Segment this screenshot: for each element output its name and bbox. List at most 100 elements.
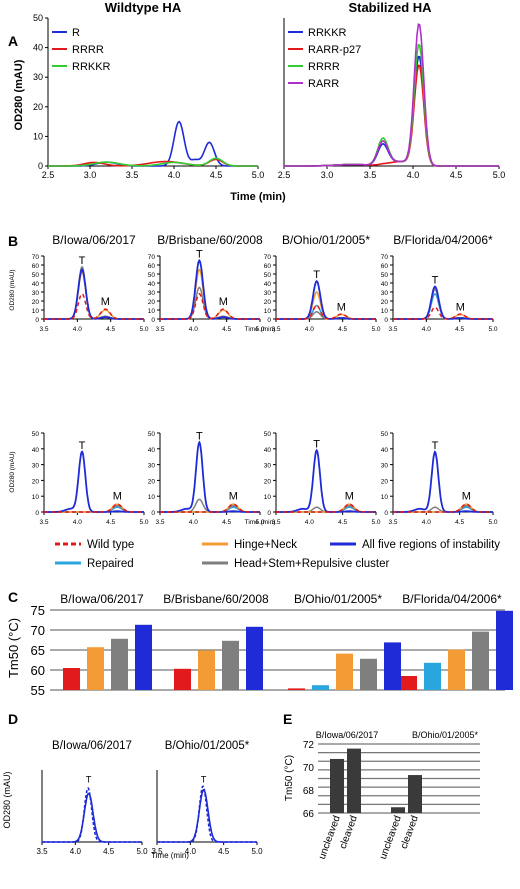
bar — [174, 668, 191, 690]
x-tick-label: 5.0 — [255, 519, 264, 526]
y-tick-label: 10 — [32, 494, 40, 501]
series-line-R — [48, 120, 258, 167]
series-line-dashed — [157, 785, 257, 843]
x-tick-label: 3.5 — [388, 519, 397, 526]
x-tick-label: 5.0 — [252, 170, 265, 180]
peak-label-M: M — [101, 296, 110, 308]
y-tick-label: 30 — [264, 290, 272, 297]
bar — [496, 610, 513, 690]
series-line-dashed — [42, 787, 142, 843]
series-line-Hinge+Neck — [160, 268, 260, 320]
bar — [347, 748, 361, 813]
x-tick-label: 4.0 — [305, 519, 314, 526]
strain-title: B/Iowa/06/2017 — [52, 740, 132, 752]
strain-title: B/Florida/04/2006* — [393, 233, 493, 247]
y-tick-label: 40 — [264, 447, 272, 454]
strain-title: B/Iowa/06/2017 — [52, 233, 136, 247]
x-tick-label: 4.0 — [168, 170, 181, 180]
legend-label: RRKKR — [72, 61, 111, 73]
y-tick-label: 20 — [264, 299, 272, 306]
x-tick-label: 4.0 — [189, 326, 198, 333]
y-tick-label: 10 — [264, 308, 272, 315]
x-tick-label: 5.0 — [251, 847, 263, 856]
category-label: uncleaved — [378, 814, 404, 861]
series-line-Wild type — [44, 292, 144, 320]
legend-label: RARR — [308, 78, 339, 90]
series-line-Wild type — [393, 306, 493, 320]
x-tick-label: 5.0 — [371, 519, 380, 526]
x-tick-label: 4.0 — [185, 847, 197, 856]
y-tick-label: 55 — [31, 683, 45, 698]
y-tick-label: 60 — [31, 663, 45, 678]
x-tick-label: 3.5 — [151, 847, 163, 856]
series-line-Wild type — [276, 304, 376, 320]
y-tick-label: 20 — [148, 478, 156, 485]
y-tick-label: 50 — [32, 272, 40, 279]
y-tick-label: 50 — [264, 272, 272, 279]
bar — [111, 638, 128, 690]
y-tick-label: 20 — [32, 478, 40, 485]
peak-label-M: M — [219, 296, 228, 308]
x-tick-label: 4.0 — [305, 326, 314, 333]
y-axis-label: Tm50 (°C) — [6, 618, 21, 678]
peak-label-T: T — [86, 774, 92, 784]
x-tick-label: 4.0 — [422, 519, 431, 526]
series-line-All five regions of instability — [393, 285, 493, 320]
series-line-Wild type — [276, 503, 376, 513]
y-tick-label: 20 — [264, 478, 272, 485]
y-tick-label: 20 — [381, 299, 389, 306]
x-tick-label: 4.0 — [73, 326, 82, 333]
strain-title: B/Florida/04/2006* — [402, 592, 502, 606]
x-tick-label: 2.5 — [278, 170, 291, 180]
peak-label-M: M — [462, 491, 471, 503]
x-tick-label: 3.5 — [155, 519, 164, 526]
legend-label: Repaired — [87, 558, 134, 570]
y-axis-label: OD280 (mAU) — [9, 269, 16, 310]
legend-label: R — [72, 27, 80, 39]
bar — [472, 631, 489, 690]
y-tick-label: 10 — [381, 308, 389, 315]
peak-label-T: T — [313, 438, 320, 450]
x-axis-label: Time (min) — [245, 326, 276, 333]
strain-title: B/Brisbane/60/2008 — [163, 592, 269, 606]
y-tick-label: 30 — [33, 72, 43, 82]
legend-label: All five regions of instability — [362, 539, 500, 551]
y-tick-label: 0 — [384, 317, 388, 324]
strain-title: B/Iowa/06/2017 — [316, 730, 379, 740]
bar — [448, 649, 465, 690]
series-line-Head+Stem+Repulsive cluster — [44, 265, 144, 320]
series-line-Wild type — [44, 503, 144, 513]
series-line-All five regions of instability — [44, 268, 144, 320]
y-tick-label: 66 — [303, 809, 315, 820]
y-tick-label: 0 — [267, 317, 271, 324]
x-tick-label: 3.5 — [126, 170, 139, 180]
series-line-All five regions of instability — [160, 440, 260, 513]
bar — [400, 676, 417, 690]
strain-title: B/Ohio/01/2005* — [282, 233, 370, 247]
x-tick-label: 5.0 — [139, 519, 148, 526]
x-tick-label: 3.5 — [36, 847, 48, 856]
series-line-All five regions of instability — [276, 448, 376, 513]
x-tick-label: 5.0 — [493, 170, 506, 180]
legend-label: Head+Stem+Repulsive cluster — [234, 558, 389, 570]
panel-letter: B — [8, 233, 18, 249]
y-tick-label: 70 — [381, 254, 389, 261]
series-line-Wild type — [160, 503, 260, 513]
x-tick-label: 4.0 — [422, 326, 431, 333]
peak-label-M: M — [229, 491, 238, 503]
x-axis-label: Time (min) — [151, 851, 189, 860]
y-tick-label: 60 — [32, 263, 40, 270]
bar — [330, 758, 344, 813]
panel-letter: D — [8, 711, 18, 727]
chart-title: Wildtype HA — [105, 0, 182, 15]
y-tick-label: 50 — [381, 431, 389, 438]
y-tick-label: 0 — [35, 317, 39, 324]
y-tick-label: 0 — [151, 317, 155, 324]
series-line-Wild type — [393, 503, 493, 513]
y-tick-label: 40 — [32, 281, 40, 288]
y-tick-label: 10 — [381, 494, 389, 501]
y-tick-label: 0 — [151, 510, 155, 517]
series-line-All five regions of instability — [393, 450, 493, 513]
legend-label: RRRR — [308, 61, 340, 73]
x-tick-label: 5.0 — [488, 326, 497, 333]
